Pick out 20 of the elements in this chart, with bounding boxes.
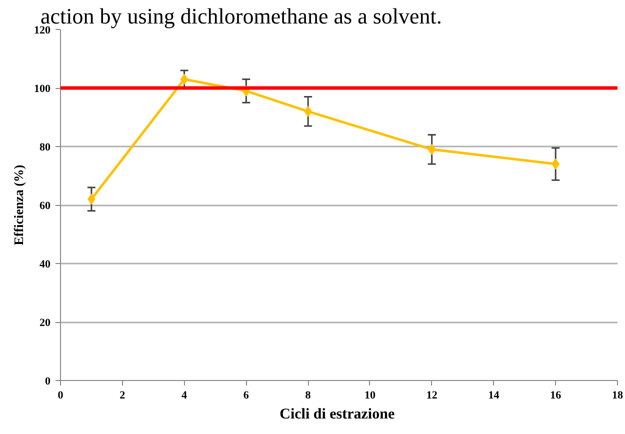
- y-tick-label: 100: [34, 83, 51, 95]
- point: [180, 74, 188, 85]
- x-tick-label: 6: [243, 390, 250, 402]
- x-tick-label: 8: [305, 390, 312, 402]
- x-tick-label: 0: [58, 390, 64, 402]
- y-axis-title: Efficienza (%): [11, 164, 26, 246]
- x-tick-label: 10: [364, 390, 376, 402]
- x-axis-title: Cicli di estrazione: [280, 406, 395, 422]
- x-tick-label: 16: [550, 390, 562, 402]
- y-tick-label: 40: [40, 258, 51, 270]
- x-tick-label: 12: [426, 390, 438, 402]
- y-tick-label: 80: [40, 142, 51, 154]
- y-tick-label: 20: [40, 317, 51, 329]
- x-tick-label: 14: [488, 390, 500, 402]
- y-tick-label: 0: [45, 376, 51, 388]
- y-tick-label: 60: [40, 200, 51, 212]
- y-tick-label: 120: [34, 24, 51, 36]
- x-tick-label: 18: [612, 390, 624, 402]
- x-tick-label: 2: [120, 390, 126, 402]
- x-tick-label: 4: [182, 390, 188, 402]
